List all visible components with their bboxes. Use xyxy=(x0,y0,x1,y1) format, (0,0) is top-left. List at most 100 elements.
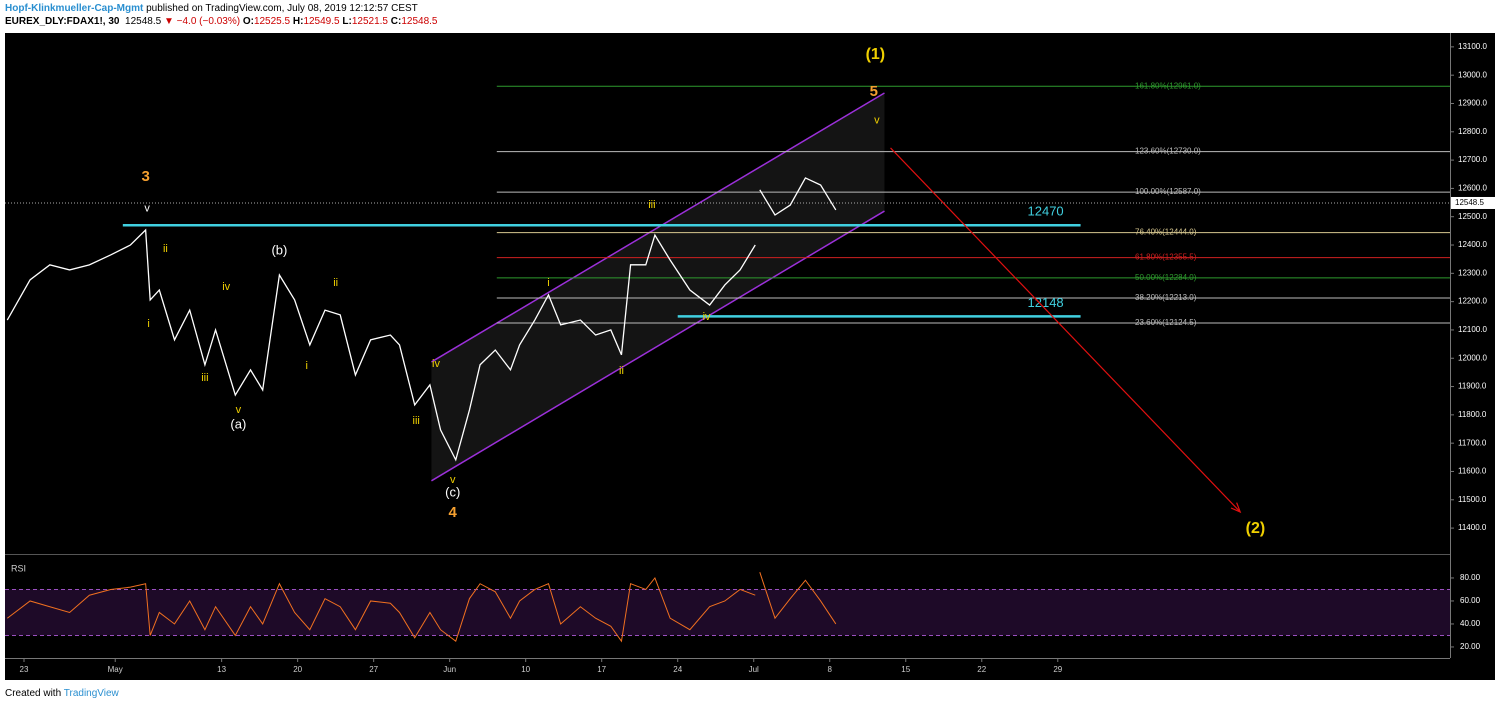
last-price-tag xyxy=(1451,196,1495,209)
y-tick-label: 11800.0 xyxy=(1458,410,1487,419)
y-tick-label: 11500.0 xyxy=(1458,495,1487,504)
wave-label: i xyxy=(547,277,549,289)
last-price-label: 12548.5 xyxy=(1455,198,1484,207)
brand: TradingView xyxy=(63,688,119,699)
fib-label: 23.60%(12124.5) xyxy=(1135,318,1197,327)
y-tick-label: 12400.0 xyxy=(1458,240,1487,249)
x-tick-label: 23 xyxy=(20,665,29,674)
low: 12521.5 xyxy=(351,16,388,27)
o: O: xyxy=(242,16,254,27)
level-label: 12148 xyxy=(1028,295,1064,310)
wave-label: (c) xyxy=(445,484,460,499)
wave-label: i xyxy=(306,360,308,372)
level-label: 12470 xyxy=(1028,204,1064,219)
wave-label: ii xyxy=(333,277,338,289)
price-line xyxy=(759,177,837,216)
price-line xyxy=(6,576,756,643)
high: 12549.5 xyxy=(303,16,340,27)
y-tick-label: 11600.0 xyxy=(1458,467,1487,476)
y-tick-label: 12800.0 xyxy=(1458,127,1487,136)
x-tick-label: 8 xyxy=(828,665,833,674)
y-tick-label: 13100.0 xyxy=(1458,42,1487,51)
x-tick-label: May xyxy=(108,665,123,674)
y-tick-label: 12200.0 xyxy=(1458,297,1487,306)
y-tick-label: 12600.0 xyxy=(1458,184,1487,193)
fib-label: 123.60%(12730.0) xyxy=(1135,147,1201,156)
x-tick-label: 10 xyxy=(521,665,530,674)
y-tick-label: 11400.0 xyxy=(1458,523,1487,532)
fib-label: 61.80%(12355.5) xyxy=(1135,253,1197,262)
wave-label: (1) xyxy=(866,46,886,63)
y-tick-label: 12100.0 xyxy=(1458,325,1487,334)
y-tick-label: 40.00 xyxy=(1460,619,1481,628)
x-tick-label: 27 xyxy=(369,665,378,674)
channel-line xyxy=(431,210,885,482)
y-tick-label: 13000.0 xyxy=(1458,70,1487,79)
footer-text: Created with xyxy=(5,688,62,699)
fib-label: 100.00%(12587.0) xyxy=(1135,187,1201,196)
wave-label: v xyxy=(874,115,880,127)
wave-label: ii xyxy=(619,365,624,377)
rsi-title: RSI xyxy=(11,563,26,573)
wave-label: v xyxy=(236,404,242,416)
wave-label: 3 xyxy=(141,168,149,185)
wave-label: iv xyxy=(222,281,230,293)
author: Hopf-Klinkmueller-Cap-Mgmt xyxy=(5,3,144,14)
background xyxy=(5,33,1495,680)
price-line xyxy=(6,228,756,462)
arrow xyxy=(890,147,1241,513)
wave-label: v xyxy=(450,474,456,486)
wave-label: iii xyxy=(201,372,208,384)
wave-label: iv xyxy=(432,358,440,370)
wave-label: 4 xyxy=(449,504,458,521)
header-line: Hopf-Klinkmueller-Cap-Mgmt published on … xyxy=(5,3,418,14)
fib-label: 76.40%(12444.0) xyxy=(1135,228,1197,237)
wave-label: v xyxy=(144,203,150,215)
change: ▼ −4.0 (−0.03%) xyxy=(163,16,241,27)
x-tick-label: 17 xyxy=(597,665,606,674)
y-tick-label: 11900.0 xyxy=(1458,382,1487,391)
y-tick-label: 12300.0 xyxy=(1458,268,1487,277)
x-tick-label: Jun xyxy=(443,665,456,674)
y-tick-label: 80.00 xyxy=(1460,573,1481,582)
fib-label: 38.20%(12213.0) xyxy=(1135,293,1197,302)
y-tick-label: 60.00 xyxy=(1460,596,1481,605)
y-tick-label: 12000.0 xyxy=(1458,353,1487,362)
wave-label: iii xyxy=(648,199,655,211)
rsi-band xyxy=(5,589,1450,636)
l: L: xyxy=(342,16,352,27)
footer: Created with TradingView xyxy=(5,688,119,699)
fib-label: 50.00%(12284.0) xyxy=(1135,273,1197,282)
y-tick-label: 12700.0 xyxy=(1458,155,1487,164)
wave-label: (a) xyxy=(230,416,246,431)
close: 12548.5 xyxy=(401,16,438,27)
wave-label: 5 xyxy=(870,83,878,100)
wave-label: ii xyxy=(163,243,168,255)
wave-label: i xyxy=(147,318,149,330)
price: 12548.5 xyxy=(125,16,162,27)
wave-label: (2) xyxy=(1246,520,1266,537)
y-tick-label: 11700.0 xyxy=(1458,438,1487,447)
chart: 11400.0 11500.0 11600.0 11700.0 11800.0 11900… xyxy=(5,33,1495,680)
y-tick-label: 20.00 xyxy=(1460,642,1481,651)
open: 12525.5 xyxy=(253,16,291,27)
wave-label: (b) xyxy=(271,242,287,257)
x-tick-label: Jul xyxy=(749,665,759,674)
x-tick-label: 29 xyxy=(1053,665,1062,674)
x-tick-label: 24 xyxy=(673,665,682,674)
y-tick-label: 12500.0 xyxy=(1458,212,1487,221)
h: H: xyxy=(292,16,304,27)
x-tick-label: 13 xyxy=(217,665,226,674)
wave-label: iii xyxy=(413,415,420,427)
x-tick-label: 15 xyxy=(901,665,910,674)
arrow-head xyxy=(1230,502,1242,514)
fib-label: 161.80%(12961.0) xyxy=(1135,81,1201,90)
wave-label: iv xyxy=(703,311,711,323)
x-tick-label: 22 xyxy=(977,665,986,674)
channel-line xyxy=(431,92,885,363)
published: published on TradingView.com, July 08, 2… xyxy=(146,3,418,14)
symbol-line: EUREX_DLY:FDAX1!, 30 12548.5 ▼ −4.0 (−0.… xyxy=(5,16,437,27)
symbol: EUREX_DLY:FDAX1!, 30 xyxy=(5,16,120,27)
channel-fill xyxy=(431,93,885,481)
